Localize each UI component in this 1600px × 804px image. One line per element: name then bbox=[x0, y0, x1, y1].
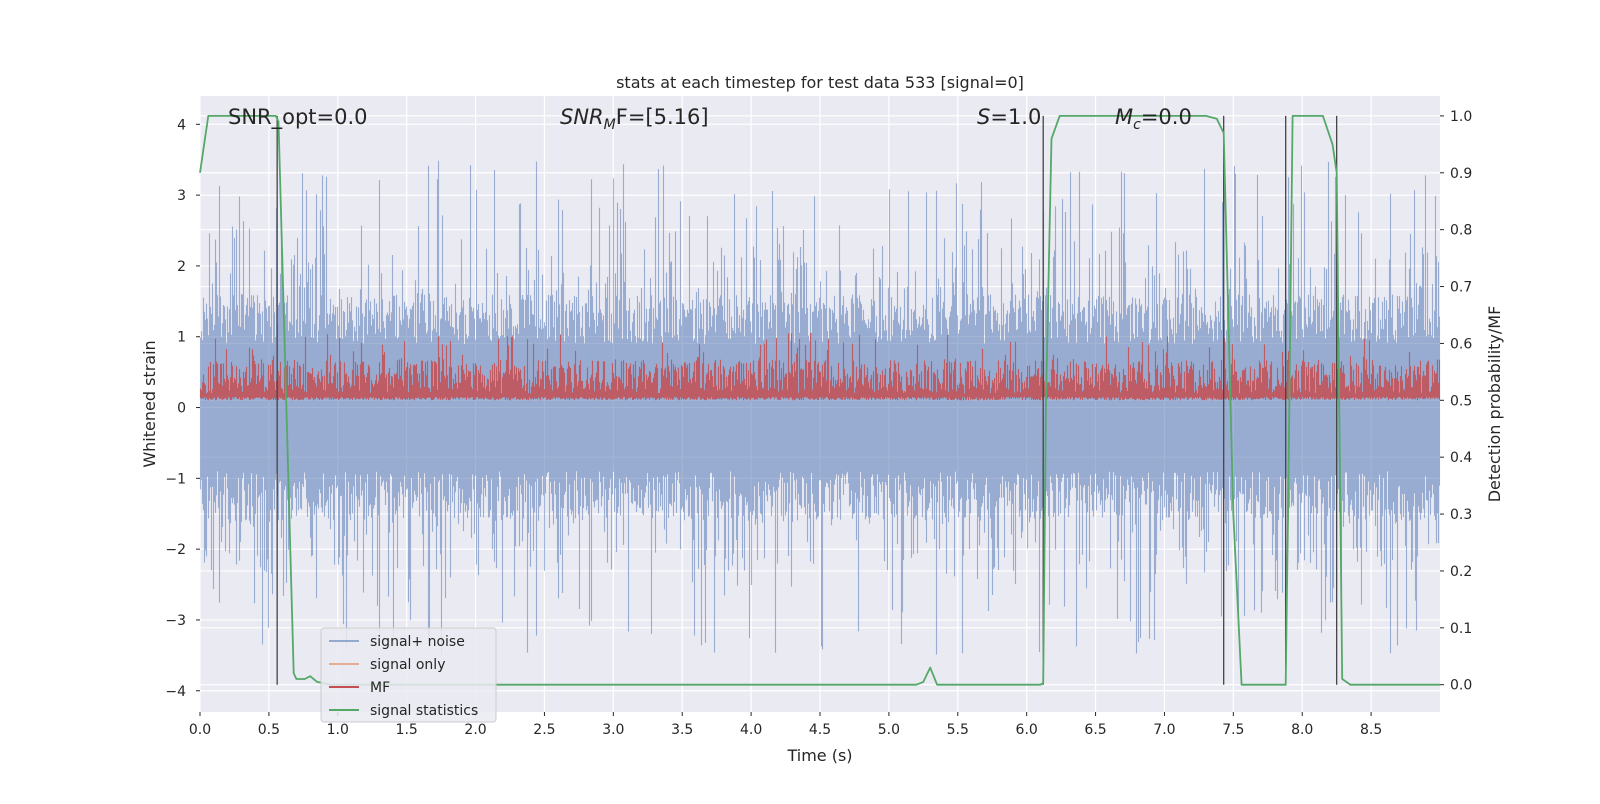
y-tick-label: 3 bbox=[177, 188, 186, 204]
snr-mf-rest: F=[5.16] bbox=[616, 105, 709, 129]
annotation-snr-mf: SNRMF=[5.16] bbox=[560, 105, 709, 133]
mc-sub: c bbox=[1133, 117, 1141, 133]
x-tick-label: 4.0 bbox=[740, 722, 762, 738]
tick-labels-layer: 0.0 0.5 1.0 1.5 2.0 2.5 3.0 3.5 4.0 4.5 5.0 5.5 6.0 6… bbox=[165, 109, 1472, 738]
x-tick-label: 8.5 bbox=[1360, 722, 1382, 738]
y2-tick-label: 0.2 bbox=[1450, 564, 1472, 580]
annotation-s: S=1.0 bbox=[977, 105, 1041, 129]
y-axis-label: Whitened strain bbox=[140, 340, 159, 467]
x-tick-label: 1.0 bbox=[327, 722, 349, 738]
x-tick-label: 7.0 bbox=[1153, 722, 1175, 738]
snr-mf-base: SNR bbox=[560, 105, 604, 129]
y-tick-label: −2 bbox=[165, 542, 186, 558]
y2-tick-label: 0.1 bbox=[1450, 621, 1472, 637]
mc-rest: =0.0 bbox=[1141, 105, 1192, 129]
y-tick-label: −1 bbox=[165, 471, 186, 487]
signal-statistics-line bbox=[199, 115, 1440, 686]
y2-tick-label: 0.9 bbox=[1450, 166, 1472, 182]
s-base: S bbox=[977, 105, 990, 129]
y2-tick-label: 1.0 bbox=[1450, 109, 1472, 125]
legend-label-signal-statistics: signal statistics bbox=[370, 703, 478, 719]
y-tick-label: 1 bbox=[177, 330, 186, 346]
x-tick-label: 3.5 bbox=[671, 722, 693, 738]
y2-tick-label: 0.8 bbox=[1450, 223, 1472, 239]
chart-title: stats at each timestep for test data 533… bbox=[616, 73, 1024, 92]
y2-tick-label: 0.4 bbox=[1450, 450, 1472, 466]
x-tick-label: 5.0 bbox=[878, 722, 900, 738]
x-tick-label: 3.0 bbox=[602, 722, 624, 738]
x-tick-label: 4.5 bbox=[809, 722, 831, 738]
snr-mf-sub: M bbox=[604, 117, 616, 133]
mf-series-layer bbox=[199, 333, 1441, 401]
annotation-snr-opt: SNR_opt=0.0 bbox=[228, 105, 368, 130]
x-tick-label: 6.0 bbox=[1016, 722, 1038, 738]
x-tick-label: 7.5 bbox=[1222, 722, 1244, 738]
legend-label-noise: signal+ noise bbox=[370, 634, 465, 650]
y-tick-label: −3 bbox=[165, 613, 186, 629]
x-tick-label: 1.5 bbox=[396, 722, 418, 738]
x-axis-label: Time (s) bbox=[786, 746, 852, 765]
x-tick-label: 6.5 bbox=[1084, 722, 1106, 738]
signal-statistics-layer bbox=[199, 115, 1440, 686]
y2-tick-label: 0.0 bbox=[1450, 678, 1472, 694]
y-tick-label: −4 bbox=[165, 684, 186, 700]
x-tick-label: 5.5 bbox=[947, 722, 969, 738]
y-tick-label: 4 bbox=[177, 117, 186, 133]
legend-label-signal-only: signal only bbox=[370, 657, 445, 673]
y2-tick-label: 0.5 bbox=[1450, 393, 1472, 409]
mc-base: M bbox=[1115, 105, 1133, 129]
y2-axis-label: Detection probability/MF bbox=[1485, 306, 1504, 503]
x-tick-label: 2.0 bbox=[464, 722, 486, 738]
mf-line bbox=[199, 333, 1441, 401]
y-tick-label: 0 bbox=[177, 401, 186, 417]
x-tick-label: 8.0 bbox=[1291, 722, 1313, 738]
s-rest: =1.0 bbox=[990, 105, 1041, 129]
legend-box bbox=[320, 627, 497, 723]
y2-tick-label: 0.3 bbox=[1450, 507, 1472, 523]
x-tick-label: 0.0 bbox=[189, 722, 211, 738]
legend-label-mf: MF bbox=[370, 680, 390, 696]
annotation-mc: Mc=0.0 bbox=[1115, 105, 1192, 133]
y-tick-label: 2 bbox=[177, 259, 186, 275]
x-tick-label: 2.5 bbox=[533, 722, 555, 738]
legend: signal+ noise signal only MF signal stat… bbox=[320, 627, 497, 723]
y2-tick-label: 0.6 bbox=[1450, 336, 1472, 352]
y2-tick-label: 0.7 bbox=[1450, 280, 1472, 296]
x-tick-label: 0.5 bbox=[258, 722, 280, 738]
